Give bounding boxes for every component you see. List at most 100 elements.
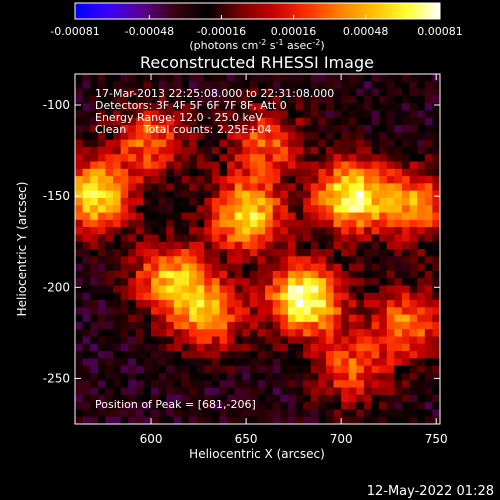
heatmap-cell xyxy=(379,329,388,338)
heatmap-cell xyxy=(173,409,183,418)
heatmap-cell xyxy=(401,307,411,316)
heatmap-cell xyxy=(257,197,266,206)
heatmap-cell xyxy=(173,351,183,359)
heatmap-cell xyxy=(181,292,190,301)
heatmap-cell xyxy=(181,285,190,294)
heatmap-cell xyxy=(166,241,175,250)
heatmap-cell xyxy=(318,314,327,323)
heatmap-cell xyxy=(394,307,403,316)
heatmap-cell xyxy=(325,234,335,243)
heatmap-cell xyxy=(280,380,289,389)
heatmap-cell xyxy=(75,394,84,403)
heatmap-cell xyxy=(173,387,183,396)
heatmap-cell xyxy=(394,336,403,345)
heatmap-cell xyxy=(409,365,418,374)
heatmap-cell xyxy=(120,263,129,272)
heatmap-cell xyxy=(75,125,84,133)
heatmap-cell xyxy=(204,285,213,294)
heatmap-cell xyxy=(113,358,122,367)
heatmap-cell xyxy=(318,88,327,97)
heatmap-cell xyxy=(242,329,251,338)
heatmap-cell xyxy=(409,402,418,411)
heatmap-cell xyxy=(249,161,259,170)
heatmap-cell xyxy=(105,132,114,141)
heatmap-cell xyxy=(211,358,221,367)
heatmap-cell xyxy=(173,88,183,97)
heatmap-cell xyxy=(310,81,319,90)
heatmap-cell xyxy=(325,139,335,148)
heatmap-cell xyxy=(310,125,319,133)
heatmap-cell xyxy=(204,321,213,330)
heatmap-cell xyxy=(120,74,129,82)
heatmap-cell xyxy=(386,154,395,163)
heatmap-cell xyxy=(303,278,312,287)
heatmap-cell xyxy=(189,146,198,155)
heatmap-cell xyxy=(158,81,167,90)
heatmap-cell xyxy=(333,74,342,82)
heatmap-cell xyxy=(90,154,99,163)
heatmap-cell xyxy=(249,95,259,104)
heatmap-cell xyxy=(303,329,312,338)
heatmap-cell xyxy=(166,336,175,345)
heatmap-cell xyxy=(211,307,221,316)
heatmap-cell xyxy=(135,161,145,170)
heatmap-cell xyxy=(371,307,380,316)
heatmap-cell xyxy=(409,81,418,90)
heatmap-cell xyxy=(371,110,380,119)
heatmap-cell xyxy=(120,132,129,141)
heatmap-cell xyxy=(204,409,213,418)
heatmap-cell xyxy=(151,146,160,155)
heatmap-cell xyxy=(227,314,236,323)
heatmap-cell xyxy=(151,307,160,316)
heatmap-cell xyxy=(227,110,236,119)
heatmap-cell xyxy=(151,256,160,265)
heatmap-cell xyxy=(287,394,297,403)
heatmap-cell xyxy=(120,81,129,90)
heatmap-cell xyxy=(409,132,418,141)
heatmap-cell xyxy=(424,358,433,367)
heatmap-cell xyxy=(318,146,327,155)
heatmap-cell xyxy=(219,81,228,90)
heatmap-cell xyxy=(295,219,304,228)
heatmap-cell xyxy=(135,183,145,192)
heatmap-cell xyxy=(325,402,335,411)
heatmap-cell xyxy=(143,336,152,345)
heatmap-cell xyxy=(249,154,259,163)
heatmap-cell xyxy=(409,212,418,221)
heatmap-cell xyxy=(105,314,114,323)
heatmap-cell xyxy=(181,372,190,381)
heatmap-cell xyxy=(242,81,251,90)
heatmap-cell xyxy=(90,358,99,367)
heatmap-cell xyxy=(341,380,350,389)
heatmap-cell xyxy=(417,329,426,338)
heatmap-cell xyxy=(280,146,289,155)
heatmap-cell xyxy=(265,205,274,214)
heatmap-cell xyxy=(204,132,213,141)
heatmap-cell xyxy=(371,394,380,403)
heatmap-cell xyxy=(90,321,99,330)
heatmap-cell xyxy=(143,234,152,243)
heatmap-cell xyxy=(394,351,403,359)
heatmap-cell xyxy=(401,380,411,389)
heatmap-cell xyxy=(128,329,137,338)
heatmap-cell xyxy=(371,132,380,141)
heatmap-cell xyxy=(424,95,433,104)
heatmap-cell xyxy=(363,387,373,396)
heatmap-cell xyxy=(189,372,198,381)
heatmap-cell xyxy=(158,139,167,148)
heatmap-cell xyxy=(75,365,84,374)
heatmap-cell xyxy=(75,176,84,184)
heatmap-cell xyxy=(219,146,228,155)
heatmap-cell xyxy=(204,263,213,272)
heatmap-cell xyxy=(280,241,289,250)
heatmap-cell xyxy=(97,372,107,381)
heatmap-cell xyxy=(166,387,175,396)
heatmap-cell xyxy=(432,321,440,330)
heatmap-cell xyxy=(158,95,167,104)
heatmap-cell xyxy=(227,416,236,424)
heatmap-cell xyxy=(287,351,297,359)
heatmap-cell xyxy=(394,372,403,381)
heatmap-cell xyxy=(211,161,221,170)
heatmap-cell xyxy=(75,132,84,141)
heatmap-cell xyxy=(204,358,213,367)
